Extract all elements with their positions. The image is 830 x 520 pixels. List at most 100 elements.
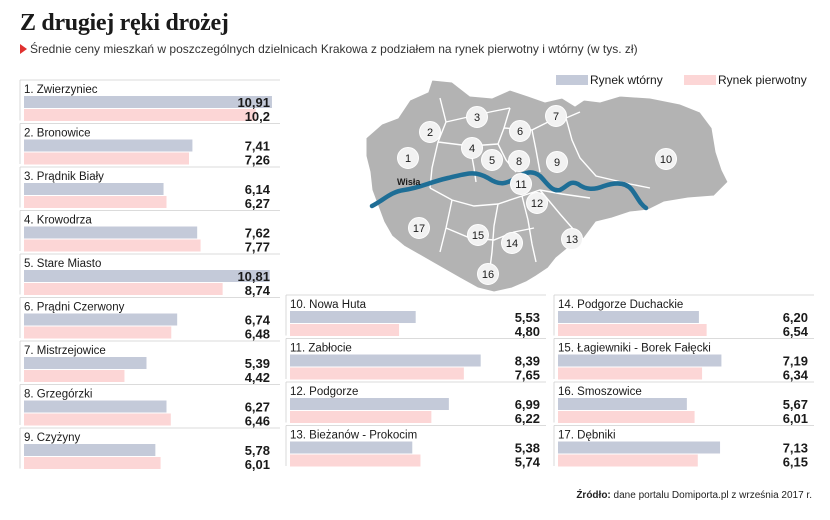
- bar-primary: [558, 367, 703, 380]
- district-marker-circle: [561, 228, 583, 250]
- district-marker: 9: [546, 151, 568, 173]
- district-marker-number: 1: [405, 153, 411, 165]
- district-marker-number: 3: [474, 112, 480, 124]
- source-text: dane portalu Domiporta.pl z września 201…: [613, 490, 812, 501]
- legend-swatch-primary: [684, 75, 716, 85]
- district-group: 4. Krowodrza 7,627,77: [19, 210, 280, 255]
- subtitle-text: Średnie ceny mieszkań w poszczególnych d…: [30, 42, 638, 56]
- district-marker-number: 7: [553, 111, 559, 123]
- district-marker-circle: [467, 224, 489, 246]
- district-group: 3. Prądnik Biały 6,146,27: [19, 166, 280, 211]
- value-label-secondary: 6,99: [515, 397, 540, 412]
- river-label: Wisła: [397, 177, 421, 187]
- district-group: 16. Smoszowice 5,676,01: [553, 381, 814, 426]
- bar-primary: [24, 109, 256, 121]
- value-label-secondary: 6,27: [245, 400, 270, 415]
- bar-secondary: [24, 183, 164, 195]
- value-label-primary: 6,27: [245, 196, 270, 211]
- value-label-secondary: 7,19: [783, 354, 808, 369]
- category-label: 1. Zwierzyniec: [24, 84, 98, 96]
- district-marker-circle: [408, 217, 430, 239]
- category-label: 16. Smoszowice: [558, 386, 642, 398]
- district-group: 6. Prądni Czerwony 6,746,48: [19, 297, 280, 342]
- category-label: 7. Mistrzejowice: [24, 345, 106, 357]
- district-group: 9. Czyżyny 5,786,01: [19, 427, 280, 472]
- source-label: Źródło:: [576, 490, 611, 501]
- district-marker-circle: [461, 137, 483, 159]
- district-group: 13. Bieżanów - Prokocim 5,385,74: [285, 425, 546, 470]
- district-marker-number: 12: [531, 198, 543, 210]
- category-label: 2. Bronowice: [24, 128, 90, 140]
- district-marker-circle: [510, 173, 532, 195]
- bar-secondary: [290, 441, 413, 454]
- district-marker: 17: [408, 217, 430, 239]
- value-label-secondary: 5,39: [245, 356, 270, 371]
- district-group: 5. Stare Miasto 10,818,74: [19, 253, 280, 298]
- bar-secondary: [558, 441, 721, 454]
- value-label-secondary: 7,62: [245, 226, 270, 241]
- chart-subtitle: Średnie ceny mieszkań w poszczególnych d…: [20, 42, 638, 56]
- value-label-primary: 7,26: [245, 153, 270, 168]
- value-label-primary: 4,42: [245, 370, 270, 385]
- value-label-primary: 6,48: [245, 327, 270, 342]
- district-group: 17. Dębniki 7,136,15: [553, 425, 814, 470]
- bar-primary: [24, 196, 167, 208]
- value-label-primary: 6,22: [515, 411, 540, 426]
- district-marker-number: 5: [489, 155, 495, 167]
- district-group: 15. Łagiewniki - Borek Fałęcki 7,196,34: [553, 338, 814, 383]
- bar-primary: [24, 239, 201, 252]
- value-label-primary: 6,15: [783, 455, 808, 470]
- bar-secondary: [558, 354, 722, 367]
- source-note: Źródło: dane portalu Domiporta.pl z wrze…: [576, 490, 812, 501]
- district-marker-number: 14: [506, 238, 518, 250]
- bar-primary: [24, 152, 189, 165]
- bar-secondary: [24, 357, 147, 369]
- district-group: 12. Podgorze 6,996,22: [285, 381, 546, 426]
- district-marker: 5: [481, 149, 503, 171]
- category-label: 8. Grzegórzki: [24, 389, 92, 401]
- value-label-primary: 7,65: [515, 368, 540, 383]
- district-marker: 7: [545, 105, 567, 127]
- bar-primary: [558, 454, 698, 467]
- vistula-river: [369, 170, 649, 211]
- district-marker: 3: [466, 106, 488, 128]
- district-marker-number: 11: [515, 179, 526, 191]
- district-group: 11. Zabłocie 8,397,65: [285, 338, 546, 383]
- district-marker-number: 16: [482, 269, 494, 281]
- district-marker: 6: [509, 120, 531, 142]
- bar-primary: [24, 326, 172, 339]
- value-label-primary: 8,74: [245, 283, 271, 298]
- bar-secondary: [290, 311, 416, 323]
- district-marker: 10: [655, 148, 677, 170]
- district-marker: 14: [501, 232, 523, 254]
- value-label-secondary: 5,67: [783, 397, 808, 412]
- category-label: 10. Nowa Huta: [290, 299, 367, 311]
- district-marker-circle: [466, 106, 488, 128]
- district-marker-circle: [419, 121, 441, 143]
- district-group: 2. Bronowice 7,417,26: [19, 123, 280, 168]
- district-marker: 4: [461, 137, 483, 159]
- value-label-secondary: 6,20: [783, 310, 808, 325]
- district-marker-number: 8: [516, 156, 522, 168]
- chart-legend: Rynek wtórny Rynek pierwotny: [556, 72, 816, 88]
- district-marker-circle: [477, 263, 499, 285]
- chart-title: Z drugiej ręki drożej: [20, 10, 229, 36]
- district-marker-number: 2: [427, 127, 433, 139]
- bar-secondary: [290, 354, 481, 367]
- district-marker: 11: [510, 173, 532, 195]
- district-marker-circle: [655, 148, 677, 170]
- subtitle-marker-icon: [20, 44, 27, 54]
- bar-secondary: [24, 96, 272, 108]
- district-marker: 8: [508, 150, 530, 172]
- legend-label-primary: Rynek pierwotny: [718, 73, 807, 87]
- legend-swatch-secondary: [556, 75, 588, 85]
- category-label: 13. Bieżanów - Prokocim: [290, 430, 417, 442]
- value-label-secondary: 7,41: [245, 139, 270, 154]
- district-marker: 13: [561, 228, 583, 250]
- value-label-primary: 7,77: [245, 240, 270, 255]
- bar-primary: [24, 413, 171, 426]
- category-label: 9. Czyżyny: [24, 432, 80, 444]
